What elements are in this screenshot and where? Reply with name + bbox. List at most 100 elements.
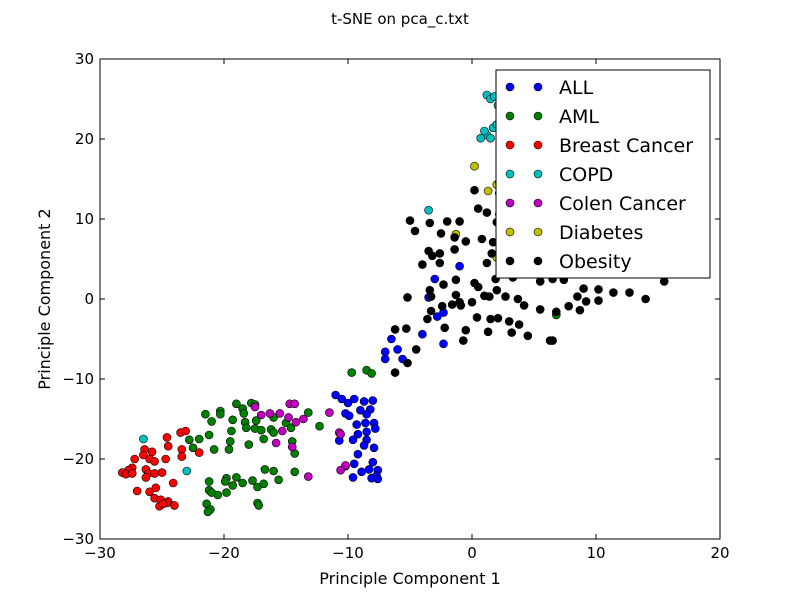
- point-colen-cancer-6: [290, 399, 300, 409]
- point-obesity-85: [427, 251, 437, 261]
- legend-marker: [505, 82, 515, 92]
- point-aml-30: [269, 428, 278, 437]
- point-all-9: [344, 411, 354, 421]
- point-obesity-36: [461, 325, 471, 335]
- point-aml-9: [216, 409, 225, 419]
- point-obesity-75: [482, 208, 492, 217]
- point-obesity-66: [564, 301, 574, 311]
- point-aml-53: [222, 488, 231, 497]
- point-colen-cancer-4: [277, 426, 287, 436]
- point-aml-37: [290, 467, 300, 477]
- point-all-14: [370, 424, 380, 433]
- point-breast-cancer-1: [181, 426, 190, 436]
- point-obesity-27: [492, 285, 502, 295]
- point-obesity-49: [535, 305, 545, 314]
- legend-item-aml: AML: [505, 106, 599, 128]
- x-axis-label: Principle Component 1: [319, 569, 500, 588]
- point-aml-32: [286, 423, 296, 433]
- point-obesity-37: [458, 336, 468, 345]
- point-aml-38: [269, 466, 278, 476]
- point-all-35: [393, 345, 402, 354]
- point-aml-3: [232, 399, 241, 409]
- legend-marker: [505, 169, 515, 179]
- point-colen-cancer-13: [336, 429, 345, 439]
- point-breast-cancer-21: [150, 469, 159, 478]
- point-obesity-38: [472, 313, 482, 322]
- x-tick-label: 20: [710, 544, 729, 562]
- point-aml-33: [303, 408, 313, 417]
- point-breast-cancer-8: [177, 452, 187, 461]
- point-aml-39: [260, 465, 270, 474]
- point-obesity-32: [401, 324, 411, 333]
- point-obesity-7: [450, 233, 459, 242]
- point-obesity-0: [470, 185, 479, 195]
- point-diabetes-2: [483, 186, 493, 196]
- point-breast-cancer-22: [157, 468, 167, 477]
- point-obesity-16: [439, 280, 448, 289]
- x-tick-label: 0: [467, 544, 477, 562]
- point-all-24: [349, 459, 359, 469]
- legend-marker: [533, 82, 543, 92]
- point-aml-27: [224, 445, 234, 454]
- point-all-22: [353, 449, 363, 459]
- chart-title: t-SNE on pca_c.txt: [331, 10, 469, 28]
- point-all-33: [387, 334, 396, 344]
- y-tick-label: −20: [62, 450, 94, 468]
- y-tick-label: 30: [75, 50, 94, 68]
- legend-marker: [533, 256, 543, 266]
- point-obesity-59: [594, 285, 603, 294]
- point-obesity-3: [425, 218, 435, 228]
- point-obesity-74: [473, 204, 483, 213]
- x-tick-label: −20: [208, 544, 240, 562]
- point-copd-10: [486, 133, 495, 143]
- point-obesity-71: [411, 345, 421, 354]
- legend-marker: [533, 111, 543, 121]
- point-colen-cancer-11: [325, 408, 334, 417]
- point-all-13: [352, 420, 362, 429]
- point-copd-1: [182, 466, 192, 476]
- point-obesity-63: [573, 292, 582, 301]
- point-all-18: [348, 435, 358, 445]
- point-aml-26: [209, 445, 219, 454]
- point-obesity-86: [659, 277, 669, 286]
- point-aml-0: [347, 368, 357, 377]
- point-obesity-72: [403, 358, 412, 368]
- point-all-10: [362, 409, 371, 419]
- point-obesity-28: [456, 301, 466, 310]
- point-obesity-58: [579, 284, 588, 293]
- point-breast-cancer-2: [162, 433, 172, 442]
- point-diabetes-1: [470, 161, 479, 171]
- point-obesity-22: [451, 290, 461, 300]
- point-colen-cancer-0: [250, 402, 260, 412]
- point-aml-11: [207, 417, 216, 426]
- point-obesity-50: [482, 258, 492, 268]
- point-aml-24: [185, 435, 194, 445]
- point-all-40: [432, 312, 442, 321]
- legend-item-breast-cancer: Breast Cancer: [505, 135, 693, 157]
- legend-label: COPD: [559, 164, 613, 186]
- point-obesity-73: [390, 368, 400, 377]
- legend-marker: [505, 227, 515, 237]
- point-breast-cancer-4: [147, 447, 157, 457]
- point-aml-28: [225, 437, 235, 446]
- legend-frame: [495, 69, 711, 279]
- point-all-44: [430, 274, 440, 284]
- legend-item-diabetes: Diabetes: [505, 222, 643, 244]
- y-tick-label: −30: [62, 530, 94, 548]
- point-obesity-26: [485, 292, 494, 301]
- point-obesity-21: [426, 292, 436, 301]
- point-obesity-39: [486, 314, 495, 324]
- point-breast-cancer-33: [158, 499, 168, 509]
- point-obesity-60: [609, 288, 618, 297]
- point-breast-cancer-23: [141, 473, 151, 482]
- point-all-26: [364, 465, 374, 474]
- point-obesity-40: [493, 313, 503, 323]
- point-all-15: [362, 427, 371, 437]
- point-aml-2: [367, 369, 376, 378]
- point-obesity-1: [455, 217, 464, 226]
- point-all-2: [343, 398, 353, 408]
- point-colen-cancer-9: [271, 438, 281, 448]
- y-tick-label: −10: [62, 370, 94, 388]
- point-obesity-41: [504, 317, 514, 326]
- legend-marker: [505, 140, 515, 150]
